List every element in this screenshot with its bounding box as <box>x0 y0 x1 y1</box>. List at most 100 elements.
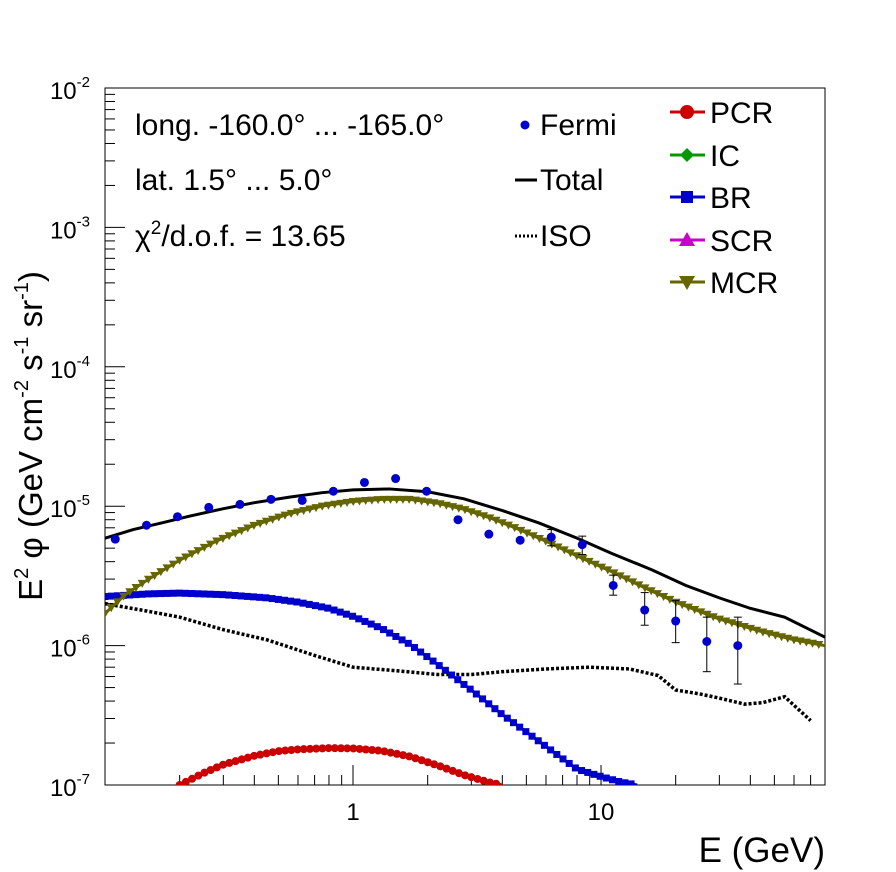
mcr-marker <box>305 505 315 514</box>
legend-br-label: BR <box>710 182 752 215</box>
mcr-marker <box>634 581 644 590</box>
longitude-annotation: long. -160.0° ... -165.0° <box>135 109 444 142</box>
br-marker <box>256 593 264 601</box>
mcr-marker <box>677 601 687 610</box>
pcr-marker <box>281 746 290 755</box>
pcr-marker <box>392 749 401 758</box>
mcr-marker <box>367 496 377 505</box>
y-tick-labels: 10-7 10-6 10-5 10-4 10-3 10-2 <box>50 74 90 802</box>
br-marker <box>441 666 449 674</box>
pcr-marker <box>194 771 203 780</box>
fermi-point <box>266 494 276 504</box>
mcr-marker <box>181 553 191 562</box>
legend-iso-label: ISO <box>540 220 592 253</box>
br-marker <box>460 680 468 688</box>
mcr-marker <box>143 575 153 584</box>
pcr-marker <box>492 779 501 785</box>
mcr-marker <box>125 588 135 597</box>
legend-ic-marker <box>680 148 694 162</box>
pcr-marker <box>225 758 234 767</box>
pcr-marker <box>454 769 463 778</box>
fermi-point <box>546 532 556 542</box>
br-marker <box>528 732 536 740</box>
br-marker <box>602 774 610 782</box>
pcr-marker <box>343 744 352 753</box>
br-marker <box>429 657 437 665</box>
mcr-marker <box>665 595 675 604</box>
br-marker <box>250 593 258 601</box>
br-marker <box>132 591 140 599</box>
br-marker <box>219 591 227 599</box>
legend-scr-label: SCR <box>710 225 773 258</box>
br-marker <box>423 653 431 661</box>
mcr-marker <box>361 497 371 506</box>
mcr-marker <box>708 613 718 622</box>
x-axis-label: E (GeV) <box>699 831 825 870</box>
legend-left: Fermi Total ISO <box>515 109 617 253</box>
legend-scr-marker <box>679 232 695 246</box>
y-tick-label: 10-2 <box>50 74 90 105</box>
pcr-marker <box>330 744 339 753</box>
br-marker <box>367 620 375 628</box>
br-marker <box>225 591 233 599</box>
br-marker <box>540 741 548 749</box>
br-marker <box>392 632 400 640</box>
mcr-marker <box>547 540 557 549</box>
pcr-marker <box>268 748 277 757</box>
br-marker <box>349 612 357 620</box>
pcr-marker <box>405 752 414 761</box>
br-marker <box>324 604 332 612</box>
pcr-marker <box>386 748 395 757</box>
br-marker <box>380 626 388 634</box>
mcr-marker <box>274 513 284 522</box>
mcr-marker <box>206 540 216 549</box>
mcr-marker <box>150 571 160 580</box>
br-marker <box>330 606 338 614</box>
br-marker <box>410 644 418 652</box>
pcr-marker <box>287 745 296 754</box>
mcr-marker <box>578 555 588 564</box>
mcr-marker <box>237 527 247 536</box>
pcr-marker <box>262 749 271 758</box>
br-marker <box>627 780 635 785</box>
series-layer <box>105 474 825 785</box>
br-marker <box>590 770 598 778</box>
mcr-marker <box>479 512 489 521</box>
br-marker <box>212 590 220 598</box>
br-marker <box>578 767 586 775</box>
fermi-point <box>702 637 712 647</box>
pcr-marker <box>355 744 364 753</box>
br-marker <box>454 676 462 684</box>
br-marker <box>268 595 276 603</box>
br-marker <box>175 589 183 597</box>
mcr-marker <box>354 497 364 506</box>
pcr-marker <box>299 745 308 754</box>
pcr-marker <box>374 746 383 755</box>
br-marker <box>491 705 499 713</box>
total-line <box>105 487 825 639</box>
mcr-marker <box>342 498 352 507</box>
pcr-marker <box>485 778 494 785</box>
br-marker <box>615 777 623 785</box>
mcr-marker <box>230 529 240 538</box>
pcr-marker <box>237 755 246 764</box>
x-tick-label: 1 <box>346 799 359 826</box>
pcr-marker <box>250 751 259 760</box>
mcr-marker <box>105 609 110 618</box>
pcr-marker <box>461 771 470 780</box>
fermi-point <box>204 502 214 512</box>
br-marker <box>448 671 456 679</box>
mcr-marker <box>516 526 526 535</box>
br-marker <box>163 589 171 597</box>
fermi-point <box>110 534 120 544</box>
mcr-marker <box>491 516 501 525</box>
br-marker <box>200 590 208 598</box>
mcr-marker <box>683 603 693 612</box>
pcr-marker <box>473 774 482 783</box>
br-marker <box>280 596 288 604</box>
mcr-marker <box>268 515 278 524</box>
pcr-marker <box>324 744 333 753</box>
pcr-marker <box>175 781 184 785</box>
br-marker <box>262 594 270 602</box>
